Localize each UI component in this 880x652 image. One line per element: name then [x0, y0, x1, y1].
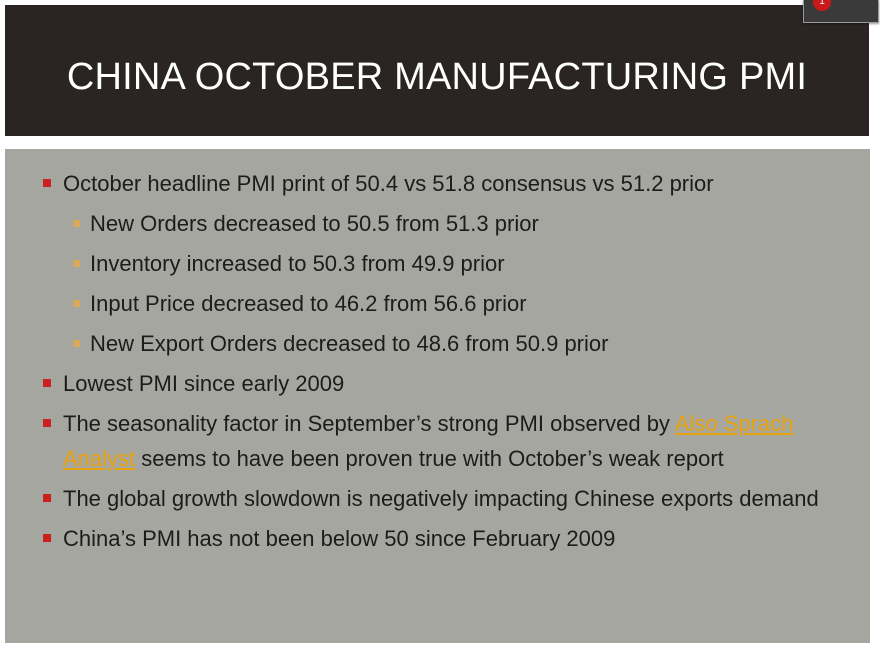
sub-bullet-item: Input Price decreased to 46.2 from 56.6 … — [63, 286, 853, 321]
square-bullet-icon — [43, 419, 51, 427]
square-bullet-icon — [43, 494, 51, 502]
sub-bullet-item: Inventory increased to 50.3 from 49.9 pr… — [63, 246, 853, 281]
sub-bullet-text: Inventory increased to 50.3 from 49.9 pr… — [90, 251, 505, 276]
bullet-text: The global growth slowdown is negatively… — [63, 486, 819, 511]
bullet-list: October headline PMI print of 50.4 vs 51… — [43, 166, 853, 561]
sub-bullet-text: Input Price decreased to 46.2 from 56.6 … — [90, 291, 527, 316]
bullet-item: October headline PMI print of 50.4 vs 51… — [43, 166, 853, 361]
square-bullet-icon — [43, 179, 51, 187]
small-square-bullet-icon — [73, 340, 80, 347]
bullet-text: China’s PMI has not been below 50 since … — [63, 526, 616, 551]
sub-bullet-list: New Orders decreased to 50.5 from 51.3 p… — [63, 206, 853, 361]
notification-badge[interactable]: 1 — [813, 0, 831, 11]
sub-bullet-text: New Orders decreased to 50.5 from 51.3 p… — [90, 211, 539, 236]
bullet-item: The seasonality factor in September’s st… — [43, 406, 853, 476]
slide-title: CHINA OCTOBER MANUFACTURING PMI — [66, 56, 808, 98]
sub-bullet-text: New Export Orders decreased to 48.6 from… — [90, 331, 609, 356]
bullet-text-post: seems to have been proven true with Octo… — [135, 446, 724, 471]
bullet-item: Lowest PMI since early 2009 — [43, 366, 853, 401]
title-bar: CHINA OCTOBER MANUFACTURING PMI — [5, 5, 869, 136]
content-panel: October headline PMI print of 50.4 vs 51… — [5, 149, 870, 643]
bullet-text: Lowest PMI since early 2009 — [63, 371, 345, 396]
sub-bullet-item: New Orders decreased to 50.5 from 51.3 p… — [63, 206, 853, 241]
bullet-text-pre: The seasonality factor in September’s st… — [63, 411, 675, 436]
small-square-bullet-icon — [73, 300, 80, 307]
square-bullet-icon — [43, 534, 51, 542]
bullet-item: China’s PMI has not been below 50 since … — [43, 521, 853, 556]
small-square-bullet-icon — [73, 220, 80, 227]
notification-widget[interactable]: 1 — [803, 0, 879, 23]
also-sprach-analyst-link[interactable]: Also Sprach Analyst — [63, 411, 794, 471]
square-bullet-icon — [43, 379, 51, 387]
small-square-bullet-icon — [73, 260, 80, 267]
bullet-item: The global growth slowdown is negatively… — [43, 481, 853, 516]
sub-bullet-item: New Export Orders decreased to 48.6 from… — [63, 326, 853, 361]
bullet-text: October headline PMI print of 50.4 vs 51… — [63, 171, 714, 196]
